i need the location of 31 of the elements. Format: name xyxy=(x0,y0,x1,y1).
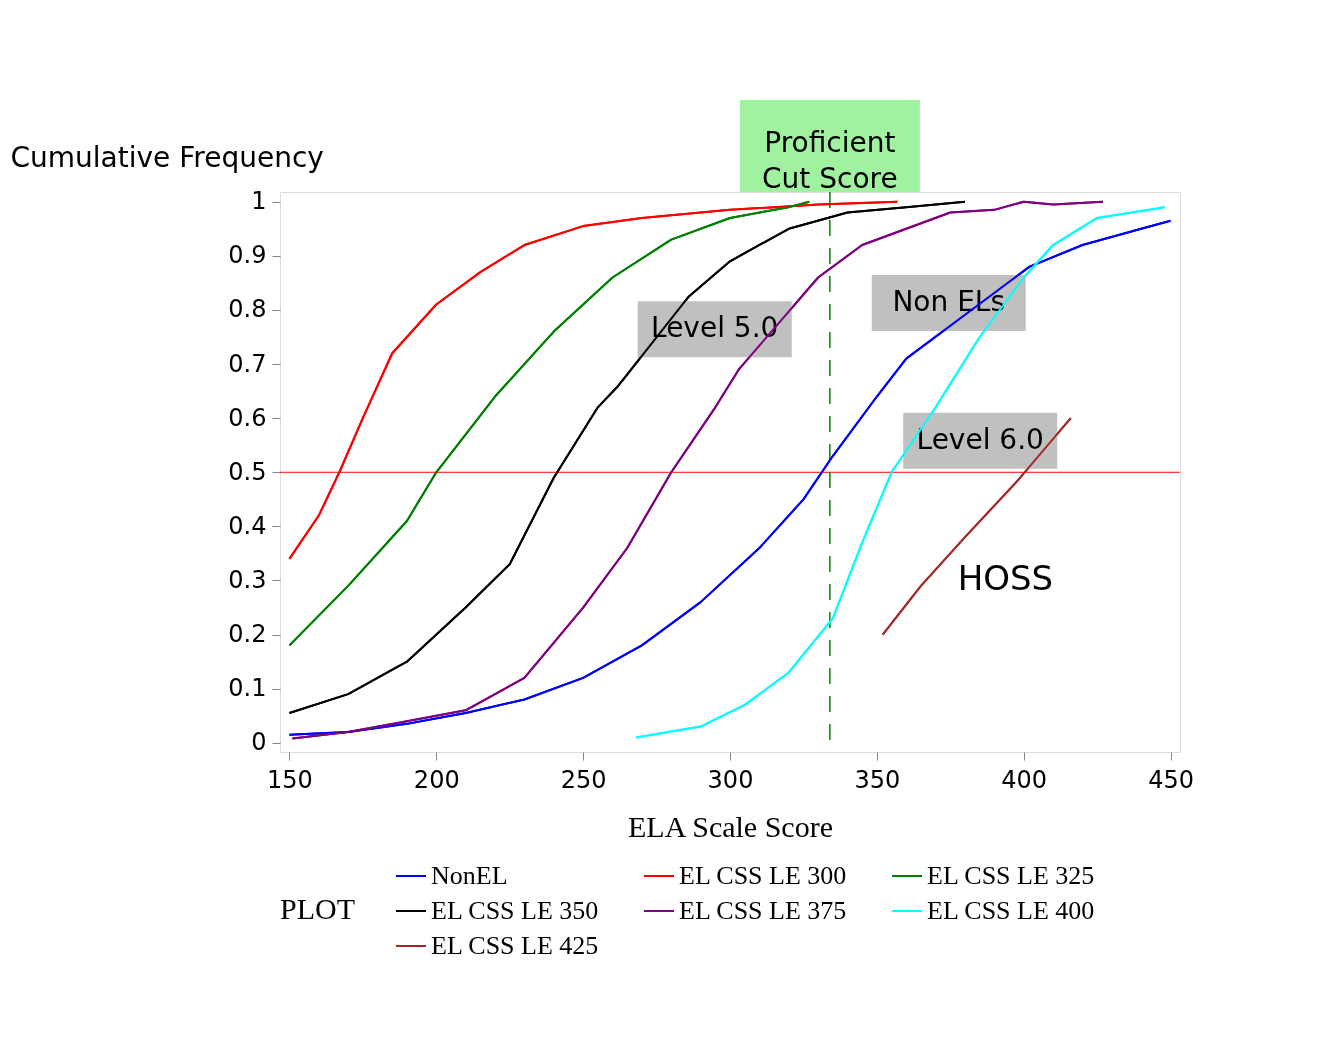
y-tick-label: 1 xyxy=(251,187,267,216)
y-tick-label: 0.2 xyxy=(228,620,267,649)
legend-label: EL CSS LE 350 xyxy=(431,896,599,925)
y-tick-label: 0.9 xyxy=(228,241,267,270)
x-tick-label: 400 xyxy=(1001,765,1048,794)
y-tick-label: 0 xyxy=(251,728,267,757)
x-tick-label: 450 xyxy=(1148,765,1194,794)
annotation: Level 6.0 xyxy=(916,422,1044,456)
annotation: HOSS xyxy=(957,557,1054,598)
legend-label: EL CSS LE 325 xyxy=(927,861,1095,890)
y-tick-label: 0.8 xyxy=(228,295,267,324)
legend-label: EL CSS LE 375 xyxy=(679,896,847,925)
legend-label: EL CSS LE 300 xyxy=(679,861,847,890)
legend-label: NonEL xyxy=(431,861,508,890)
legend-title: PLOT xyxy=(280,892,355,925)
y-tick-label: 0.1 xyxy=(228,674,267,703)
y-tick-label: 0.5 xyxy=(228,457,267,486)
ref-line-label: Proficient Cut Score xyxy=(762,126,898,195)
x-tick-label: 200 xyxy=(413,765,460,794)
x-tick-label: 150 xyxy=(267,765,313,794)
x-axis-title: ELA Scale Score xyxy=(628,809,833,843)
legend-label: EL CSS LE 400 xyxy=(927,896,1095,925)
y-tick-label: 0.4 xyxy=(228,511,267,540)
x-tick-label: 350 xyxy=(854,765,901,794)
y-tick-label: 0.3 xyxy=(228,565,267,594)
y-tick-label: 0.7 xyxy=(228,349,267,378)
x-tick-label: 300 xyxy=(707,765,754,794)
y-axis-title: Cumulative Frequency xyxy=(10,140,324,174)
legend-label: EL CSS LE 425 xyxy=(431,931,599,960)
y-tick-label: 0.6 xyxy=(228,403,267,432)
x-tick-label: 250 xyxy=(560,765,607,794)
